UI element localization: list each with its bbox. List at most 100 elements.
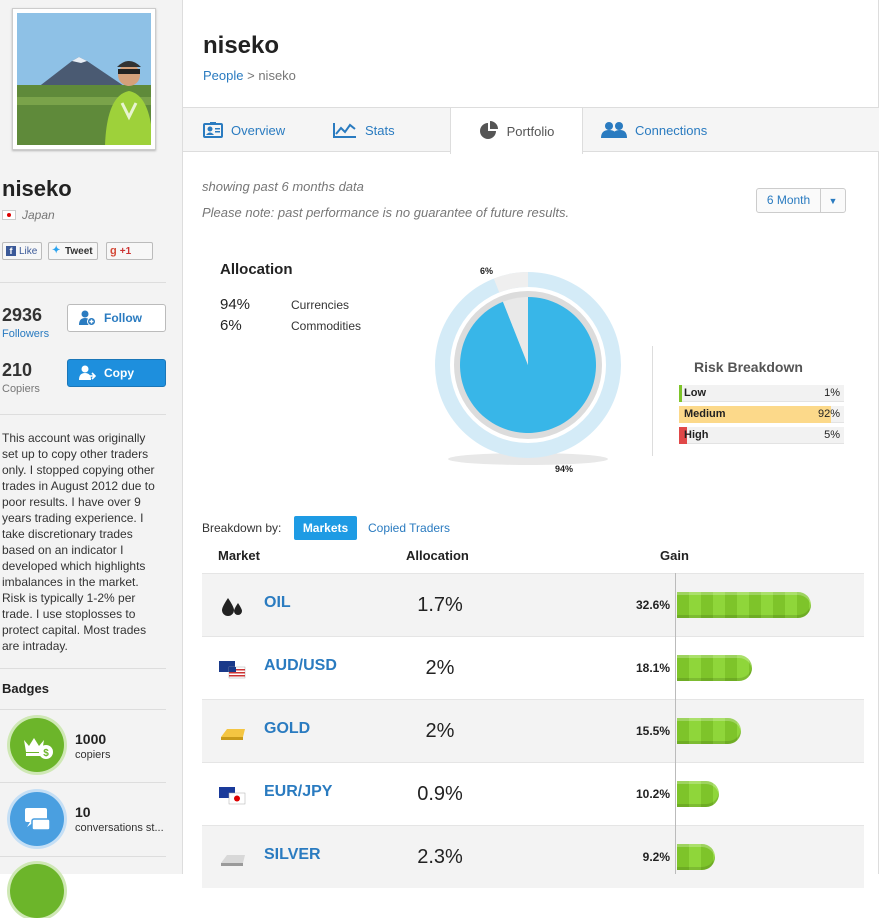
- page-title: niseko: [203, 32, 280, 59]
- market-name[interactable]: GOLD: [264, 720, 311, 737]
- people-icon: [601, 122, 627, 138]
- avatar: [17, 13, 151, 145]
- table-row[interactable]: GOLD 2% 15.5%: [202, 699, 864, 762]
- crown-coin-icon: $: [24, 738, 53, 759]
- breadcrumb: People > niseko: [203, 68, 296, 83]
- markets-table: OIL 1.7% 32.6% AUD/USD 2% 18.1% GOLD 2% 15.5% EUR…: [202, 573, 864, 888]
- gplus-label: +1: [119, 245, 132, 257]
- market-name[interactable]: AUD/USD: [264, 657, 337, 674]
- oil-drops-icon: [219, 596, 247, 616]
- divider: [652, 346, 653, 456]
- donut-label-large: 94%: [555, 464, 574, 474]
- risk-level-value: 1%: [824, 387, 840, 399]
- period-note: showing past 6 months data: [202, 179, 364, 194]
- tab-stats[interactable]: Stats: [333, 108, 395, 152]
- badge-number: 10: [75, 804, 91, 820]
- allocation-name: Currencies: [291, 298, 350, 312]
- gain-bar: [677, 781, 719, 807]
- profile-sidebar: niseko Japan f Like ✦ Tweet g +1 2936 Fo…: [0, 0, 183, 918]
- market-name[interactable]: EUR/JPY: [264, 783, 333, 800]
- chevron-down-icon[interactable]: ▼: [828, 195, 838, 206]
- badge-partial[interactable]: [10, 864, 64, 918]
- risk-row-high: High 5%: [679, 427, 844, 444]
- followers-count: 2936: [2, 305, 43, 325]
- badge-conversations[interactable]: [10, 792, 64, 846]
- facebook-like-button[interactable]: f Like: [2, 242, 42, 260]
- facebook-icon: f: [6, 246, 16, 256]
- profile-bio: This account was originally set up to co…: [2, 431, 155, 653]
- gain-bar: [677, 655, 752, 681]
- breadcrumb-current: niseko: [258, 68, 296, 83]
- breakdown-markets-button[interactable]: Markets: [294, 516, 357, 540]
- market-gain: 9.2%: [642, 850, 670, 864]
- allocation-donut-chart[interactable]: [428, 255, 628, 480]
- gain-bar: [677, 592, 811, 618]
- market-allocation: 1.7%: [417, 594, 463, 616]
- gain-bar: [677, 718, 741, 744]
- tab-connections[interactable]: Connections: [601, 108, 707, 152]
- risk-breakdown-title: Risk Breakdown: [694, 359, 803, 375]
- tab-overview[interactable]: Overview: [203, 108, 285, 152]
- risk-level-value: 92%: [817, 408, 840, 420]
- tweet-button[interactable]: ✦ Tweet: [48, 242, 98, 260]
- tweet-label: Tweet: [65, 245, 93, 257]
- market-name[interactable]: OIL: [264, 594, 291, 611]
- add-user-icon: [79, 310, 96, 326]
- silver-bar-icon: [219, 848, 247, 868]
- risk-level-value: 5%: [824, 429, 840, 441]
- market-gain: 18.1%: [635, 661, 670, 675]
- google-plus-button[interactable]: g +1: [106, 242, 153, 260]
- donut-label-small: 6%: [480, 266, 494, 276]
- aud-usd-flags-icon: [219, 659, 247, 679]
- copy-user-icon: [79, 365, 96, 380]
- period-select[interactable]: 6 Month ▼: [756, 188, 846, 213]
- divider: [0, 282, 166, 283]
- profile-card-icon: [203, 122, 223, 138]
- ring-segment-commodities: [493, 272, 528, 293]
- market-gain: 32.6%: [635, 598, 670, 612]
- badge-label: copiers: [75, 749, 111, 761]
- period-select-value: 6 Month: [757, 189, 821, 212]
- divider: [0, 414, 166, 415]
- risk-level-label: Low: [684, 387, 706, 399]
- market-allocation: 2.3%: [417, 846, 463, 868]
- table-row[interactable]: OIL 1.7% 32.6%: [202, 573, 864, 636]
- pie-slice-commodities[interactable]: [502, 297, 528, 365]
- risk-row-medium: Medium 92%: [679, 406, 844, 423]
- badge-label: conversations st...: [75, 822, 164, 834]
- gold-bar-icon: [219, 722, 247, 742]
- risk-fill-bar: [679, 427, 687, 444]
- gain-axis-line: [675, 573, 676, 874]
- badges-title: Badges: [2, 681, 49, 696]
- profile-photo[interactable]: [12, 8, 156, 150]
- follow-button[interactable]: Follow: [67, 304, 166, 332]
- allocation-row: 6% Commodities: [220, 317, 361, 335]
- table-row[interactable]: EUR/JPY 0.9% 10.2%: [202, 762, 864, 825]
- allocation-percent: 6%: [220, 317, 242, 334]
- followers-label[interactable]: Followers: [2, 328, 50, 340]
- table-row[interactable]: SILVER 2.3% 9.2%: [202, 825, 864, 888]
- profile-tabs: Overview Stats Portfolio Connections: [183, 107, 879, 154]
- divider: [0, 709, 166, 710]
- copy-button[interactable]: Copy: [67, 359, 166, 387]
- speech-bubbles-icon: [25, 808, 51, 831]
- copiers-label: Copiers: [2, 383, 40, 395]
- breadcrumb-separator: >: [247, 68, 255, 83]
- risk-level-label: Medium: [684, 408, 726, 420]
- breakdown-copied-traders-link[interactable]: Copied Traders: [368, 521, 451, 535]
- tab-label: Overview: [231, 122, 286, 138]
- pie-chart-icon: [479, 121, 498, 139]
- table-row[interactable]: AUD/USD 2% 18.1%: [202, 636, 864, 699]
- allocation-percent: 94%: [220, 296, 251, 313]
- market-name[interactable]: SILVER: [264, 846, 321, 863]
- copy-label: Copy: [104, 366, 134, 380]
- market-gain: 10.2%: [635, 787, 670, 801]
- column-header-gain: Gain: [660, 548, 689, 563]
- badge-copiers[interactable]: $: [10, 718, 64, 772]
- breadcrumb-people-link[interactable]: People: [203, 68, 244, 83]
- tab-portfolio[interactable]: Portfolio: [450, 108, 583, 154]
- tab-label: Connections: [635, 122, 708, 138]
- allocation-title: Allocation: [220, 261, 293, 278]
- eur-jpy-flags-icon: [219, 785, 247, 805]
- donut-shadow: [448, 453, 608, 465]
